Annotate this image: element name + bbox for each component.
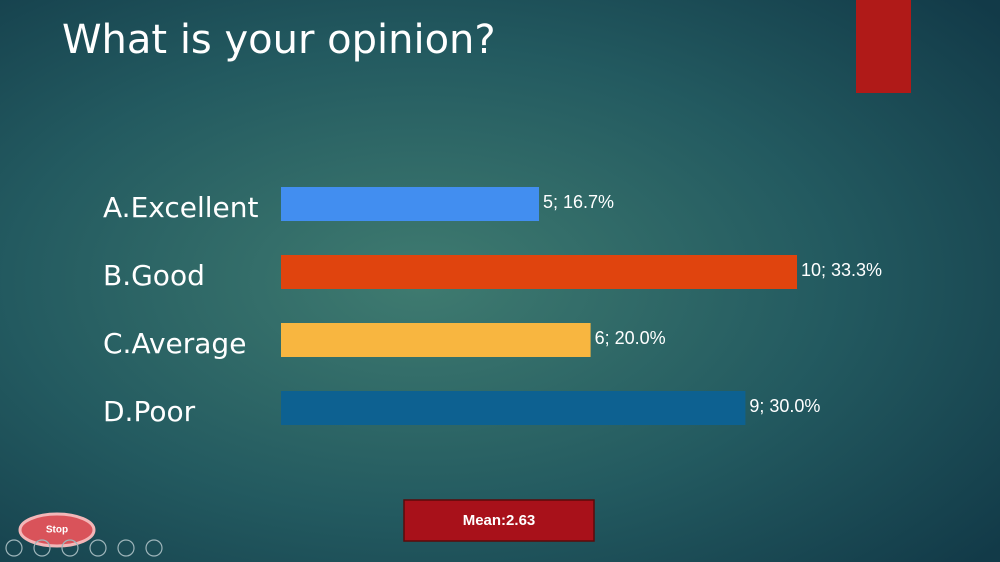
- chart-title: What is your opinion?: [62, 17, 496, 63]
- value-label: 10; 33.3%: [801, 260, 882, 280]
- accent-block: [856, 0, 911, 93]
- bar: [281, 187, 539, 221]
- category-label: D.Poor: [103, 395, 196, 428]
- category-label: C.Average: [103, 327, 246, 360]
- nav-next[interactable]: [33, 539, 51, 557]
- value-label: 5; 16.7%: [543, 192, 614, 212]
- mean-box: [403, 499, 595, 542]
- mean-label: Mean:2.63: [463, 512, 536, 529]
- nav-zoom[interactable]: [117, 539, 135, 557]
- bar: [281, 323, 591, 357]
- category-label: B.Good: [103, 259, 205, 292]
- nav-pen[interactable]: [61, 539, 79, 557]
- value-label: 9; 30.0%: [749, 396, 820, 416]
- bar: [281, 255, 797, 289]
- stop-label[interactable]: Stop: [46, 525, 68, 536]
- value-label: 6; 20.0%: [595, 328, 666, 348]
- category-label: A.Excellent: [103, 191, 258, 224]
- nav-controls: [5, 539, 163, 557]
- stop-button[interactable]: [18, 512, 96, 548]
- nav-slides[interactable]: [89, 539, 107, 557]
- nav-prev[interactable]: [5, 539, 23, 557]
- nav-more[interactable]: [145, 539, 163, 557]
- bar: [281, 391, 746, 425]
